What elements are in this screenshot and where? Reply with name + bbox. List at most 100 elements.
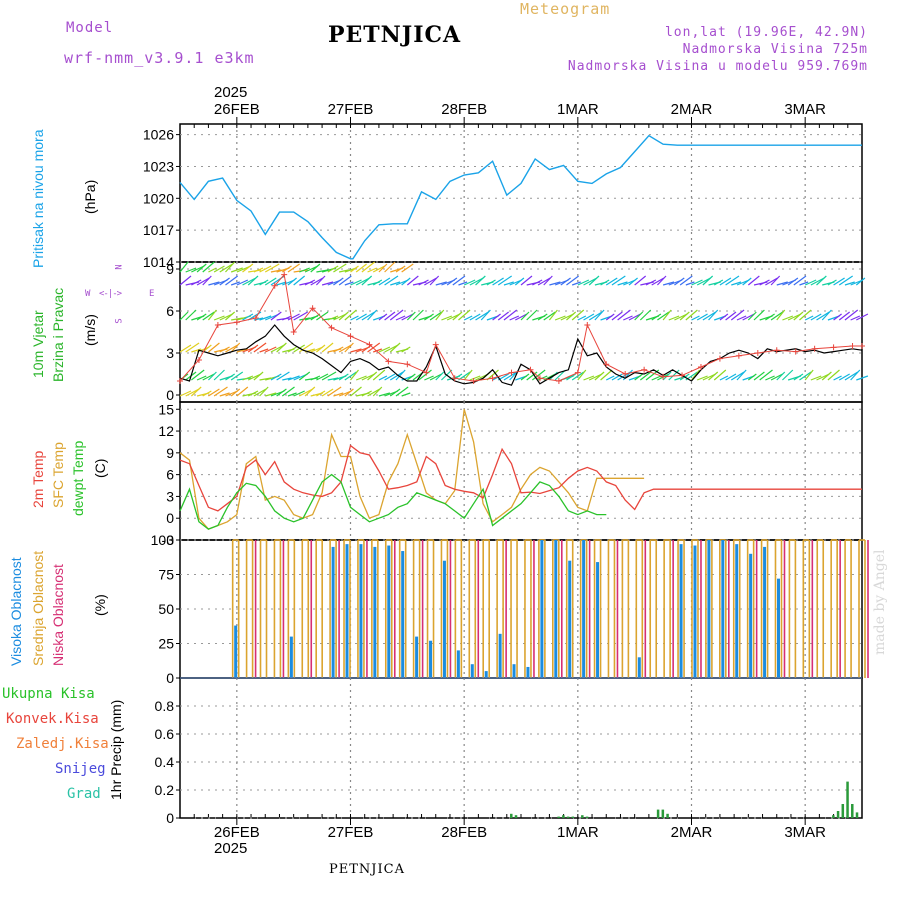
wind-arrow xyxy=(367,309,378,321)
wind-gust-marker xyxy=(290,329,297,335)
wind-arrow xyxy=(350,386,362,397)
wind-arrow xyxy=(509,315,520,321)
wind-arrow xyxy=(361,311,375,321)
wind-arrow xyxy=(344,342,354,353)
wind-gust-marker xyxy=(214,322,221,328)
wind-arrow xyxy=(333,346,344,353)
wind-arrow xyxy=(315,275,326,286)
wind-gust-marker xyxy=(423,369,430,376)
wind-arrow xyxy=(287,313,300,321)
y-tick-label-1: 1014 xyxy=(143,254,174,270)
wind-arrow xyxy=(691,369,700,381)
wind-arrow xyxy=(804,369,814,381)
wind-arrow xyxy=(526,371,538,381)
cloud-high-bar xyxy=(429,640,433,678)
cloud-high-bar xyxy=(707,540,711,678)
wind-arrow xyxy=(338,311,349,321)
wind-arrow xyxy=(719,313,729,321)
cloud-high-bar xyxy=(735,544,739,678)
wind-arrow xyxy=(367,267,377,273)
wind-arrow xyxy=(810,375,822,381)
wind-gust-marker xyxy=(735,352,742,359)
wind-arrow xyxy=(520,275,533,286)
wind-arrow xyxy=(765,375,775,381)
wind-arrow xyxy=(446,277,458,286)
wind-arrow xyxy=(480,309,491,321)
wind-arrow xyxy=(242,263,254,273)
wind-gust-marker xyxy=(432,341,439,348)
wind-arrow xyxy=(202,275,212,286)
wind-gust-marker xyxy=(773,347,780,354)
y-tick-label-5: 0.6 xyxy=(155,726,175,742)
wind-arrow xyxy=(196,313,207,321)
date-label-top: 26FEB xyxy=(214,101,260,118)
wind-arrow xyxy=(372,279,383,286)
y-tick-label-3: 12 xyxy=(158,423,174,439)
wind-arrow xyxy=(355,313,367,321)
wind-arrow xyxy=(259,265,272,273)
wind-arrow xyxy=(230,388,241,397)
wind-gust-marker xyxy=(754,350,761,356)
wind-gust-marker xyxy=(584,322,591,328)
wind-arrow xyxy=(236,386,249,397)
wind-arrow xyxy=(526,309,538,321)
wind-arrow xyxy=(605,375,615,381)
wind-arrow xyxy=(685,281,695,286)
y-tick-label-3: 6 xyxy=(166,467,174,483)
wind-arrow xyxy=(838,275,854,286)
wind-arrow xyxy=(190,369,205,381)
wind-arrow xyxy=(747,311,757,321)
legend-frz-rain: Zaledj.Kisa xyxy=(16,736,109,752)
cloud-high-bar xyxy=(345,544,349,678)
precip-total-bar xyxy=(514,815,518,818)
wind-arrow xyxy=(782,315,794,321)
wind-arrow xyxy=(372,369,386,381)
wind-arrow xyxy=(770,373,783,381)
wind-arrow xyxy=(503,281,514,286)
wind-arrow xyxy=(298,371,311,381)
wind-arrow xyxy=(577,279,590,286)
wind-gust-marker xyxy=(252,315,259,321)
wind-arrow xyxy=(401,277,411,286)
wind-arrow xyxy=(486,279,496,286)
wind-arrow xyxy=(321,388,334,397)
wind-arrow xyxy=(185,309,197,321)
y-tick-label-3: 3 xyxy=(166,488,174,504)
wind-arrow xyxy=(747,275,760,286)
wind-arrow xyxy=(287,392,297,397)
wind-arrow xyxy=(253,371,264,381)
wind-arrow xyxy=(316,344,326,353)
wind-arrow xyxy=(571,281,581,286)
wind-arrow xyxy=(668,369,680,381)
wind-arrow xyxy=(730,309,745,321)
wind-arrow xyxy=(458,281,468,286)
wind-arrow xyxy=(384,275,399,286)
wind-arrow xyxy=(679,311,690,321)
wind-arrow xyxy=(202,311,215,321)
wind-arrow xyxy=(253,267,264,273)
date-label-top: 27FEB xyxy=(328,101,374,118)
wind-arrow xyxy=(389,371,404,381)
y-tick-label-5: 0 xyxy=(166,810,174,826)
dewpt-temp-line xyxy=(179,473,607,530)
wind-arrow xyxy=(185,267,197,273)
wind-gust-marker xyxy=(641,366,648,373)
date-label-bottom: 2MAR xyxy=(671,824,713,841)
precip-total-bar xyxy=(571,816,575,818)
wind-arrow xyxy=(850,369,861,381)
wind-arrow xyxy=(208,281,220,286)
y-tick-label-4: 0 xyxy=(166,670,174,686)
y-tick-label-5: 0.4 xyxy=(155,754,175,770)
wind-arrow xyxy=(202,390,212,397)
wind-arrow xyxy=(782,369,794,381)
cloud-high-bar xyxy=(498,633,502,678)
wind-arrow xyxy=(452,275,466,286)
wind-arrow xyxy=(191,348,202,353)
wind-arrow xyxy=(429,275,440,286)
wind-gust-marker xyxy=(177,378,183,384)
y-tick-label-4: 100 xyxy=(151,532,175,548)
wind-arrow xyxy=(395,386,409,397)
cloud-high-bar xyxy=(721,540,725,678)
precip-total-bar xyxy=(562,815,565,818)
wind-arrow xyxy=(634,311,644,321)
